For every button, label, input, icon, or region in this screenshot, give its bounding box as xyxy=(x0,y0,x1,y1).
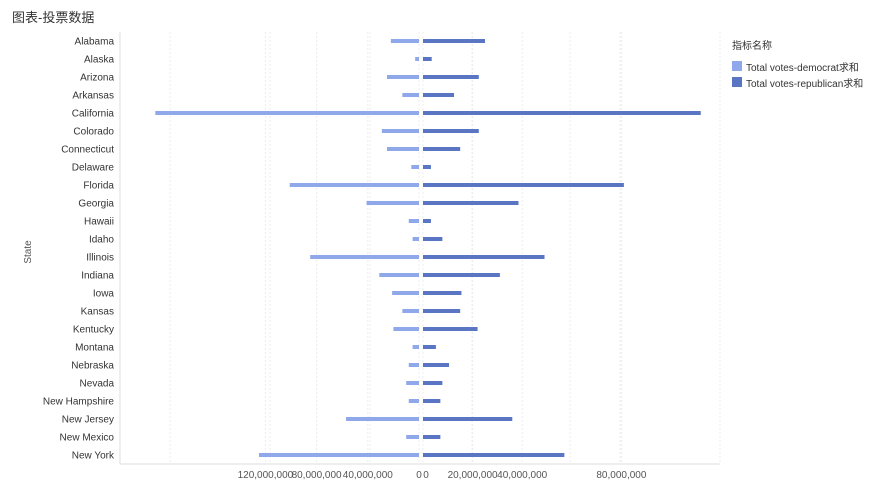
bar-republican-new-york[interactable] xyxy=(423,453,565,457)
x-tick-label-right: 80,000,000 xyxy=(596,470,646,481)
bar-democrat-nevada[interactable] xyxy=(406,381,419,385)
bar-republican-new-jersey[interactable] xyxy=(423,417,513,421)
x-tick-label-right: 0 xyxy=(423,470,429,481)
bar-democrat-indiana[interactable] xyxy=(379,273,419,277)
bar-republican-kentucky[interactable] xyxy=(423,327,478,331)
grid-lines xyxy=(119,32,721,465)
category-label: New Hampshire xyxy=(43,397,115,408)
bar-democrat-california[interactable] xyxy=(155,111,419,115)
bar-republican-connecticut[interactable] xyxy=(423,147,461,151)
bar-democrat-delaware[interactable] xyxy=(411,165,419,169)
category-label: Indiana xyxy=(81,271,114,282)
bar-democrat-new-mexico[interactable] xyxy=(406,435,419,439)
legend-swatch-republican xyxy=(732,77,742,87)
bar-republican-florida[interactable] xyxy=(423,183,624,187)
category-labels: Alabama Alaska Arizona Arkansas California Co… xyxy=(43,37,115,462)
legend-title: 指标名称 xyxy=(732,41,772,52)
category-label: New Jersey xyxy=(62,415,114,426)
category-label: Illinois xyxy=(86,253,114,264)
category-label: Connecticut xyxy=(61,145,114,156)
category-label: Nevada xyxy=(80,379,115,390)
bar-republican-alabama[interactable] xyxy=(423,39,485,43)
category-label: Hawaii xyxy=(84,217,114,228)
bar-republican-new-hampshire[interactable] xyxy=(423,399,441,403)
bar-republican-georgia[interactable] xyxy=(423,201,519,205)
bar-democrat-idaho[interactable] xyxy=(412,237,419,241)
x-tick-label-left: 80,000,000 xyxy=(292,470,342,481)
category-label: Alaska xyxy=(84,55,114,66)
category-label: Kansas xyxy=(81,307,114,318)
bar-republican-kansas[interactable] xyxy=(423,309,461,313)
chart-title: 图表-投票数据 xyxy=(12,10,95,25)
bar-democrat-alaska[interactable] xyxy=(415,57,419,61)
bar-republican-california[interactable] xyxy=(423,111,701,115)
x-tick-label-left: 0 xyxy=(416,470,422,481)
bar-democrat-new-york[interactable] xyxy=(259,453,419,457)
legend-label-democrat: Total votes-democrat求和 xyxy=(746,62,859,74)
legend-swatch-democrat xyxy=(732,61,742,71)
bar-democrat-connecticut[interactable] xyxy=(387,147,419,151)
category-label: Kentucky xyxy=(73,325,114,336)
bar-republican-idaho[interactable] xyxy=(423,237,443,241)
bar-republican-delaware[interactable] xyxy=(423,165,431,169)
bar-republican-nevada[interactable] xyxy=(423,381,443,385)
bar-democrat-kansas[interactable] xyxy=(402,309,419,313)
category-label: Arizona xyxy=(80,73,114,84)
bar-democrat-arizona[interactable] xyxy=(387,75,419,79)
legend: 指标名称 Total votes-democrat求和 Total votes-… xyxy=(732,37,863,90)
bar-republican-arizona[interactable] xyxy=(423,75,479,79)
category-label: Florida xyxy=(83,181,114,192)
legend-label-republican: Total votes-republican求和 xyxy=(746,78,864,90)
x-tick-label-right: 20,000,000 xyxy=(448,470,498,481)
bar-democrat-kentucky[interactable] xyxy=(393,327,419,331)
category-label: California xyxy=(72,109,115,120)
bar-republican-iowa[interactable] xyxy=(423,291,462,295)
bar-republican-nebraska[interactable] xyxy=(423,363,450,367)
legend-item-republican[interactable]: Total votes-republican求和 xyxy=(732,74,863,90)
bar-democrat-montana[interactable] xyxy=(412,345,419,349)
bar-republican-montana[interactable] xyxy=(423,345,436,349)
bar-democrat-hawaii[interactable] xyxy=(408,219,419,223)
bar-democrat-illinois[interactable] xyxy=(310,255,419,259)
category-label: Montana xyxy=(75,343,114,354)
bar-democrat-florida[interactable] xyxy=(289,183,419,187)
category-label: Nebraska xyxy=(71,361,114,372)
y-axis-title: State xyxy=(23,240,34,264)
bar-democrat-new-hampshire[interactable] xyxy=(408,399,419,403)
x-tick-label-left: 120,000,000 xyxy=(238,470,294,481)
bar-democrat-new-jersey[interactable] xyxy=(346,417,419,421)
category-label: Idaho xyxy=(89,235,114,246)
category-label: Arkansas xyxy=(72,91,114,102)
bar-democrat-iowa[interactable] xyxy=(392,291,419,295)
bar-democrat-alabama[interactable] xyxy=(390,39,419,43)
bar-republican-illinois[interactable] xyxy=(423,255,545,259)
bar-democrat-arkansas[interactable] xyxy=(402,93,419,97)
category-label: New York xyxy=(72,451,115,462)
category-label: Colorado xyxy=(73,127,114,138)
category-label: Iowa xyxy=(93,289,115,300)
x-tick-label-right: 40,000,000 xyxy=(497,470,547,481)
bar-democrat-nebraska[interactable] xyxy=(408,363,419,367)
bar-democrat-colorado[interactable] xyxy=(381,129,419,133)
legend-item-democrat[interactable]: Total votes-democrat求和 xyxy=(732,58,863,74)
bars-group xyxy=(155,39,701,457)
bar-democrat-georgia[interactable] xyxy=(366,201,419,205)
category-label: New Mexico xyxy=(60,433,115,444)
category-label: Georgia xyxy=(78,199,114,210)
bar-republican-new-mexico[interactable] xyxy=(423,435,441,439)
x-tick-label-left: 40,000,000 xyxy=(343,470,393,481)
bar-republican-hawaii[interactable] xyxy=(423,219,431,223)
bar-republican-indiana[interactable] xyxy=(423,273,500,277)
bar-republican-alaska[interactable] xyxy=(423,57,432,61)
bar-republican-colorado[interactable] xyxy=(423,129,479,133)
bar-republican-arkansas[interactable] xyxy=(423,93,454,97)
category-label: Alabama xyxy=(75,37,115,48)
category-label: Delaware xyxy=(72,163,115,174)
